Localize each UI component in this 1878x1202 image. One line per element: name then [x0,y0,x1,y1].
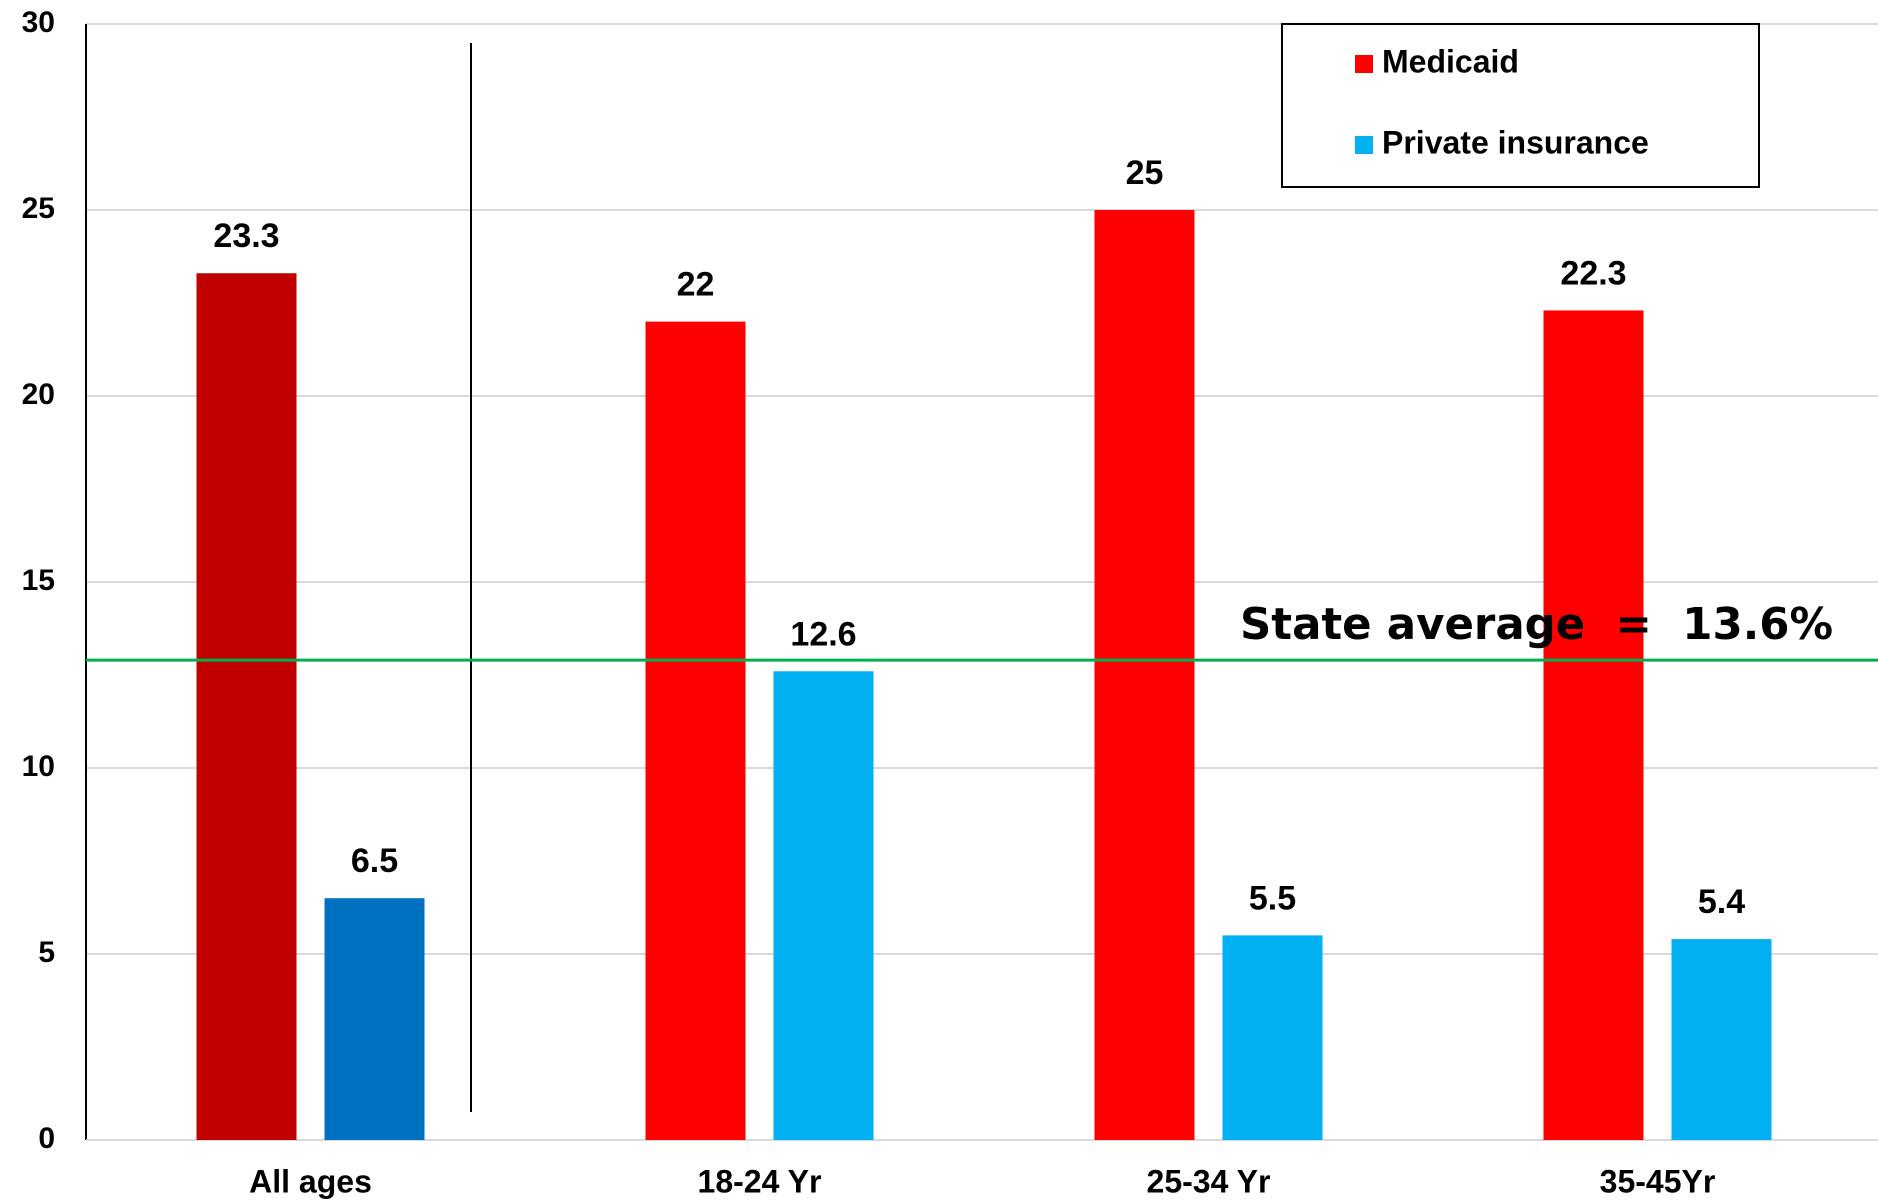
bar [1222,935,1323,1140]
legend-box [1281,23,1760,188]
x-tick-label: 25-34 Yr [1147,1163,1271,1199]
data-label: 12.6 [790,615,856,653]
x-tick-label: 18-24 Yr [698,1163,822,1199]
data-label: 5.4 [1698,883,1745,921]
y-tick-label: 15 [22,564,55,597]
legend-label: Private insurance [1382,124,1649,160]
y-tick-label: 30 [22,6,55,39]
bar [773,671,874,1140]
y-tick-label: 10 [22,750,55,783]
data-label: 22.3 [1560,254,1626,292]
bar [324,898,425,1140]
x-tick-label: 35-45Yr [1600,1163,1716,1199]
x-tick-label: All ages [249,1163,372,1199]
bar [196,273,297,1140]
y-tick-label: 5 [38,936,55,969]
y-tick-label: 25 [22,192,55,225]
data-label: 6.5 [351,842,398,880]
y-tick-label: 20 [22,378,55,411]
legend-label: Medicaid [1382,43,1519,79]
bar [1671,939,1772,1140]
legend-swatch [1355,136,1373,154]
bar [645,321,746,1141]
data-label: 5.5 [1249,879,1296,917]
bar [1094,210,1195,1140]
data-label: 22 [677,266,715,304]
bar [1543,310,1644,1140]
annotation: State average = 13.6% [1240,599,1833,650]
legend-swatch [1355,55,1373,73]
data-label: 23.3 [213,217,279,255]
data-label: 25 [1126,154,1164,192]
y-tick-label: 0 [38,1122,55,1155]
